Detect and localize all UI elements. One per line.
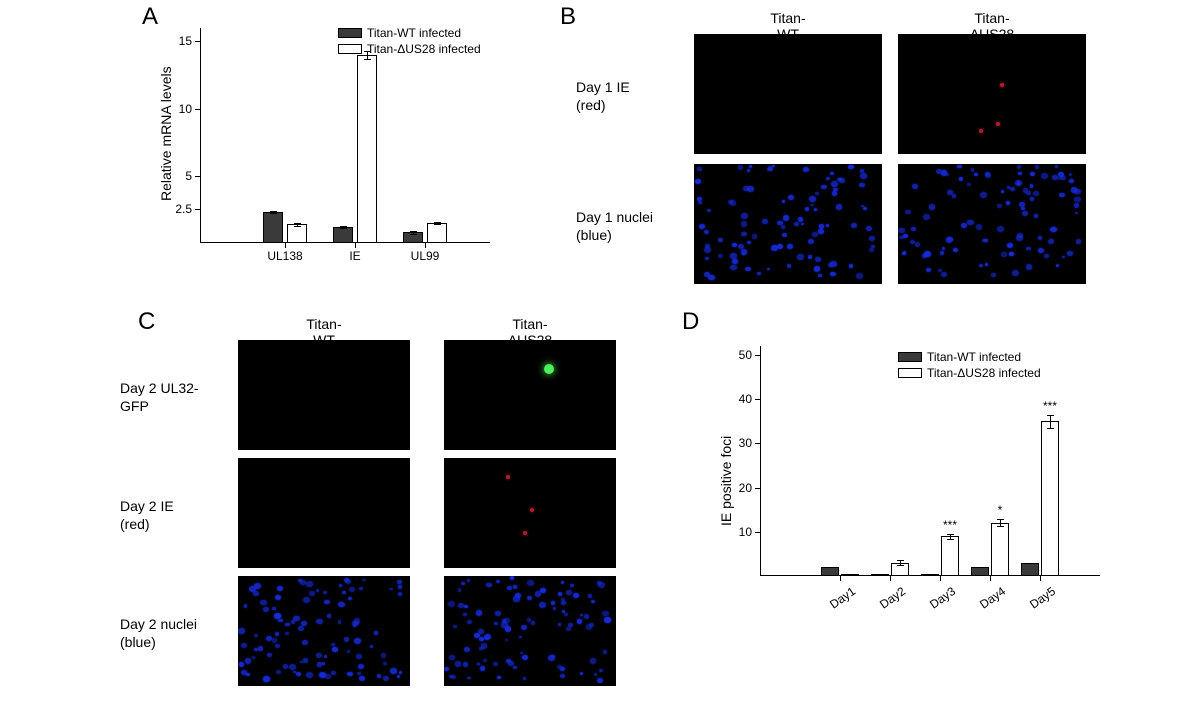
x-tick-label: Day5 xyxy=(1009,584,1058,624)
chart-bar xyxy=(427,223,447,243)
chart-bar xyxy=(357,55,377,243)
y-axis-label: IE positive foci xyxy=(718,436,734,526)
microscopy-image xyxy=(444,576,616,686)
legend-label: Titan-ΔUS28 infected xyxy=(367,42,481,56)
microscopy-image xyxy=(238,576,410,686)
row-label: Day 2 nuclei (blue) xyxy=(120,615,230,651)
chart-bar xyxy=(1021,563,1039,576)
legend-item: Titan-WT infected xyxy=(338,26,481,40)
chart-bar xyxy=(263,212,283,243)
legend-label: Titan-WT infected xyxy=(367,26,461,40)
significance-marker: * xyxy=(998,503,1003,517)
legend-swatch xyxy=(898,352,922,362)
y-tick-label: 40 xyxy=(720,392,752,406)
row-label: Day 2 IE (red) xyxy=(120,497,230,533)
legend-label: Titan-WT infected xyxy=(927,350,1021,364)
chart-legend: Titan-WT infected Titan-ΔUS28 infected xyxy=(898,350,1041,382)
y-tick-label: 50 xyxy=(720,348,752,362)
panel-d-chart: 1020304050IE positive fociDay1Day2***Day… xyxy=(760,346,1100,576)
panel-c: C Titan-WT infectedTitan-ΔUS28 infectedD… xyxy=(106,314,666,704)
x-tick-label: Day1 xyxy=(809,584,858,624)
legend-swatch xyxy=(898,368,922,378)
chart-bar xyxy=(821,567,839,576)
legend-item: Titan-WT infected xyxy=(898,350,1041,364)
microscopy-image xyxy=(444,340,616,450)
legend-swatch xyxy=(338,44,362,54)
legend-item: Titan-ΔUS28 infected xyxy=(338,42,481,56)
x-tick-label: UL138 xyxy=(267,249,302,263)
panel-b-label: B xyxy=(560,3,576,31)
chart-bar xyxy=(287,224,307,243)
panel-d-label: D xyxy=(682,308,699,336)
chart-bar xyxy=(991,523,1009,576)
microscopy-image xyxy=(238,458,410,568)
row-label: Day 2 UL32- GFP xyxy=(120,379,230,415)
significance-marker: *** xyxy=(1043,399,1057,413)
x-tick-label: Day3 xyxy=(909,584,958,624)
chart-legend: Titan-WT infected Titan-ΔUS28 infected xyxy=(338,26,481,58)
panel-a: A 2.551015Relative mRNA levelsUL138IEUL9… xyxy=(110,10,510,290)
x-tick-label: IE xyxy=(349,249,360,263)
y-tick-label: 2.5 xyxy=(160,202,192,216)
chart-bar xyxy=(921,574,939,576)
y-tick-label: 10 xyxy=(720,525,752,539)
chart-bar xyxy=(941,536,959,576)
microscopy-image xyxy=(694,34,882,154)
x-tick-label: Day2 xyxy=(859,584,908,624)
chart-bar xyxy=(333,227,353,243)
microscopy-image xyxy=(694,164,882,284)
panel-d: D 1020304050IE positive fociDay1Day2***D… xyxy=(688,316,1188,696)
panel-a-label: A xyxy=(142,3,158,31)
legend-label: Titan-ΔUS28 infected xyxy=(927,366,1041,380)
panel-c-label: C xyxy=(138,308,155,336)
microscopy-image xyxy=(444,458,616,568)
legend-item: Titan-ΔUS28 infected xyxy=(898,366,1041,380)
panel-a-chart: 2.551015Relative mRNA levelsUL138IEUL99T… xyxy=(200,28,490,243)
x-tick-label: Day4 xyxy=(959,584,1008,624)
significance-marker: *** xyxy=(943,518,957,532)
chart-bar xyxy=(971,567,989,576)
chart-bar xyxy=(1041,421,1059,576)
chart-bar xyxy=(871,574,889,576)
row-label: Day 1 nuclei (blue) xyxy=(576,208,686,244)
y-tick-label: 15 xyxy=(160,34,192,48)
chart-bar xyxy=(841,574,859,576)
panel-b: B Titan-WT infectedTitan-ΔUS28 infectedD… xyxy=(568,6,1188,296)
x-tick-label: UL99 xyxy=(411,249,440,263)
y-axis-label: Relative mRNA levels xyxy=(158,66,174,201)
legend-swatch xyxy=(338,28,362,38)
microscopy-image xyxy=(238,340,410,450)
microscopy-image xyxy=(898,164,1086,284)
microscopy-image xyxy=(898,34,1086,154)
row-label: Day 1 IE (red) xyxy=(576,78,686,114)
